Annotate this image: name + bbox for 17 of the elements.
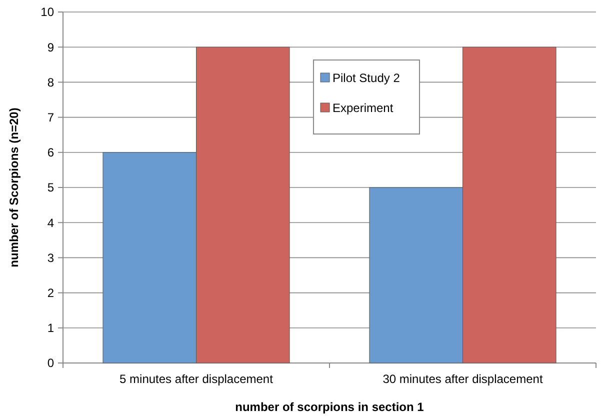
x-tick-label: 30 minutes after displacement xyxy=(382,372,544,386)
y-axis-title: number of Scorpions (n=20) xyxy=(7,108,21,268)
y-tick-label: 6 xyxy=(47,146,54,160)
y-tick-label: 2 xyxy=(47,286,54,300)
x-tick-label: 5 minutes after displacement xyxy=(120,372,274,386)
y-tick-label: 5 xyxy=(47,180,54,195)
y-tick-label: 10 xyxy=(40,5,54,20)
legend-label: Experiment xyxy=(332,101,394,116)
y-tick-label: 3 xyxy=(47,250,54,265)
y-tick-label: 9 xyxy=(47,40,54,54)
y-tick-label: 0 xyxy=(47,356,54,370)
x-axis-title: number of scorpions in section 1 xyxy=(235,400,424,414)
y-tick-label: 1 xyxy=(47,321,54,336)
legend-label: Pilot Study 2 xyxy=(332,71,400,86)
y-tick-label: 8 xyxy=(47,75,54,90)
y-tick-label: 4 xyxy=(47,216,54,230)
y-tick-label: 7 xyxy=(47,110,54,124)
